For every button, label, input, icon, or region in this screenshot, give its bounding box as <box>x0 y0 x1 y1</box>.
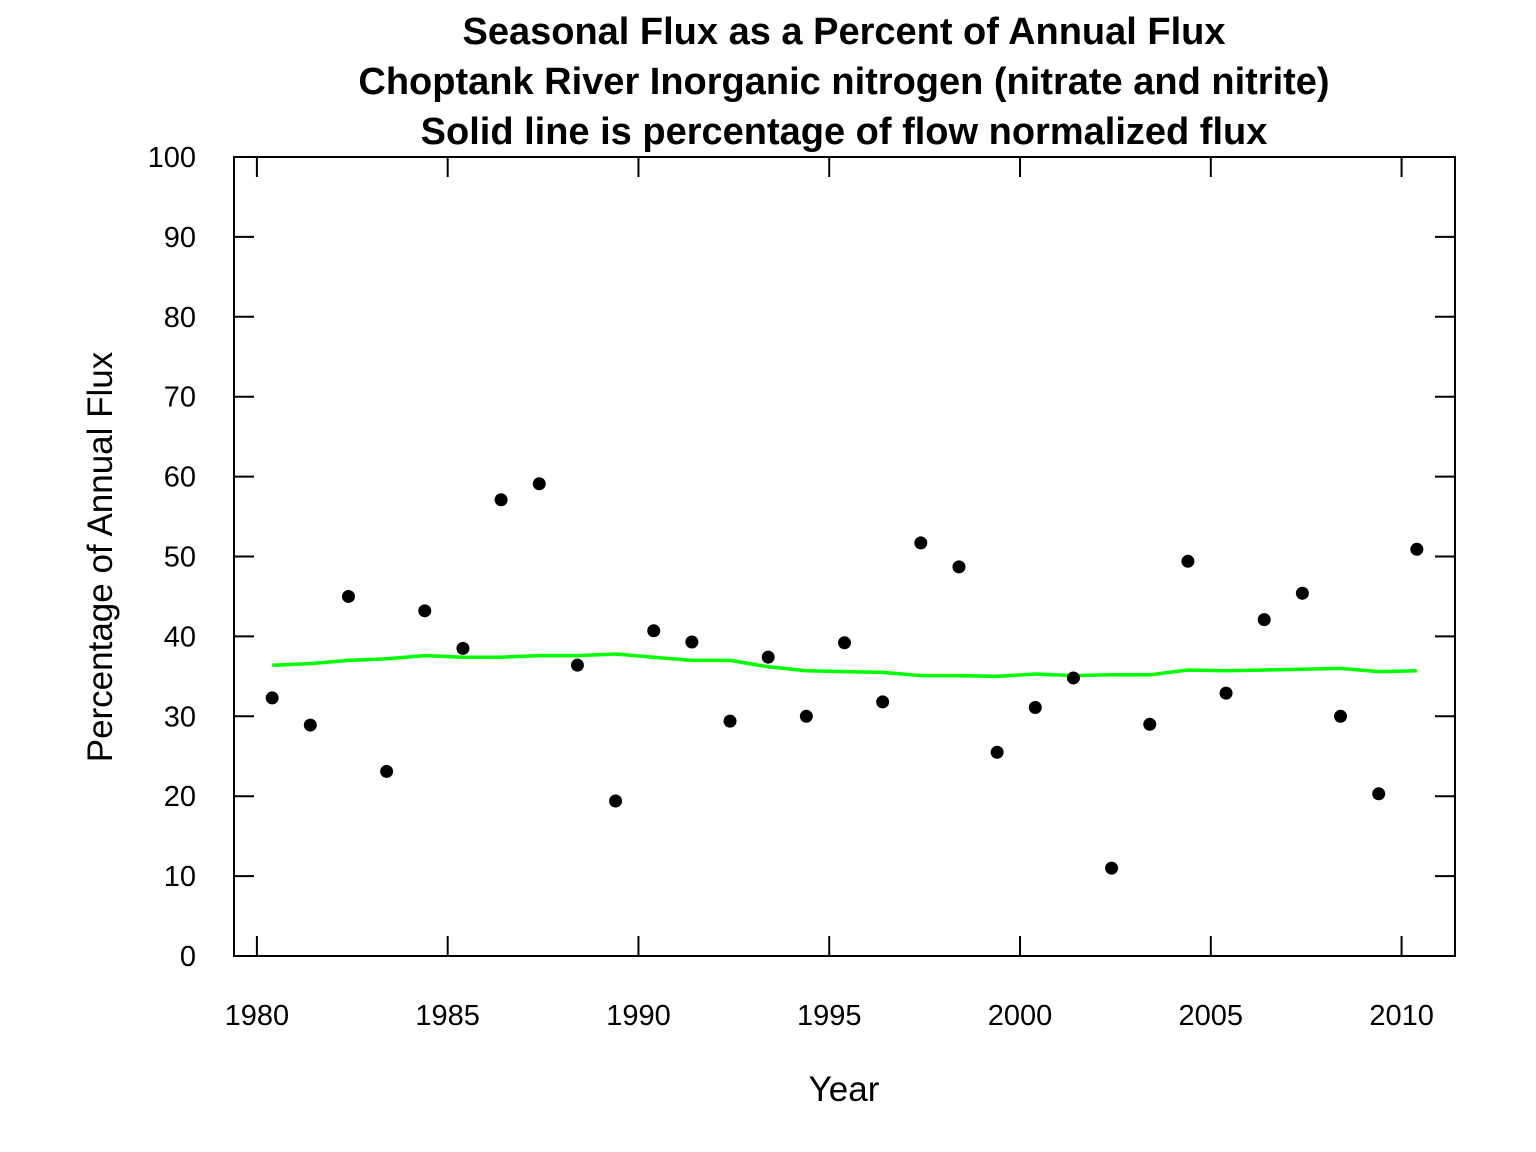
data-point-19 <box>990 745 1004 759</box>
data-point-10 <box>647 624 661 638</box>
x-tick-label-1995: 1995 <box>797 1000 862 1032</box>
data-point-3 <box>380 764 394 778</box>
data-point-17 <box>914 536 928 550</box>
y-tick-label-70: 70 <box>164 382 196 414</box>
data-point-13 <box>761 650 775 664</box>
data-point-14 <box>799 709 813 723</box>
series-line-group <box>272 652 1417 679</box>
x-tick-label-1990: 1990 <box>606 1000 671 1032</box>
title-line-2: Choptank River Inorganic nitrogen (nitra… <box>358 61 1329 103</box>
data-point-27 <box>1295 586 1309 600</box>
axis-ticks <box>234 156 1455 957</box>
y-tick-labels: 0 10 20 30 40 50 60 70 80 90 100 <box>148 142 196 973</box>
y-tick-label-10: 10 <box>164 861 196 893</box>
y-tick-label-60: 60 <box>164 462 196 494</box>
data-point-28 <box>1334 709 1348 723</box>
data-point-11 <box>685 635 699 649</box>
x-tick-label-1985: 1985 <box>415 1000 480 1032</box>
data-point-5 <box>456 641 470 655</box>
data-point-25 <box>1219 686 1233 700</box>
data-point-0 <box>265 691 279 705</box>
y-tick-label-100: 100 <box>148 142 196 174</box>
data-point-1 <box>303 718 317 732</box>
data-point-15 <box>838 636 851 650</box>
data-point-24 <box>1181 554 1195 568</box>
data-point-18 <box>952 560 966 574</box>
chart-title: Seasonal Flux as a Percent of Annual Flu… <box>358 11 1329 153</box>
data-point-16 <box>876 695 890 709</box>
x-tick-label-2010: 2010 <box>1369 1000 1434 1032</box>
y-tick-label-0: 0 <box>180 941 196 973</box>
title-line-1: Seasonal Flux as a Percent of Annual Flu… <box>462 11 1225 53</box>
y-tick-label-80: 80 <box>164 302 196 334</box>
data-point-2 <box>341 589 355 603</box>
data-point-29 <box>1372 787 1386 801</box>
x-tick-label-1980: 1980 <box>225 1000 290 1032</box>
y-tick-label-50: 50 <box>164 542 196 574</box>
flow-normalized-line <box>272 652 1417 679</box>
data-point-7 <box>532 477 546 491</box>
title-line-3: Solid line is percentage of flow normali… <box>421 111 1268 153</box>
series-points-group <box>265 477 1424 875</box>
data-point-21 <box>1066 671 1080 685</box>
y-tick-label-30: 30 <box>164 701 196 733</box>
y-tick-label-90: 90 <box>164 222 196 254</box>
data-point-26 <box>1257 613 1271 627</box>
data-point-6 <box>494 493 508 507</box>
x-tick-label-2005: 2005 <box>1179 1000 1244 1032</box>
data-point-22 <box>1105 861 1119 875</box>
y-axis-label: Percentage of Annual Flux <box>81 351 120 762</box>
y-tick-label-20: 20 <box>164 781 196 813</box>
data-point-12 <box>723 714 737 728</box>
data-point-30 <box>1410 542 1424 556</box>
data-point-20 <box>1028 701 1042 715</box>
x-axis-label: Year <box>809 1070 880 1109</box>
x-tick-label-2000: 2000 <box>988 1000 1053 1032</box>
data-point-8 <box>570 658 584 672</box>
y-tick-label-40: 40 <box>164 621 196 653</box>
data-point-9 <box>609 794 623 808</box>
x-tick-labels: 1980 1985 1990 1995 2000 2005 2010 <box>225 1000 1434 1032</box>
data-point-4 <box>418 604 432 618</box>
data-point-23 <box>1143 717 1157 731</box>
